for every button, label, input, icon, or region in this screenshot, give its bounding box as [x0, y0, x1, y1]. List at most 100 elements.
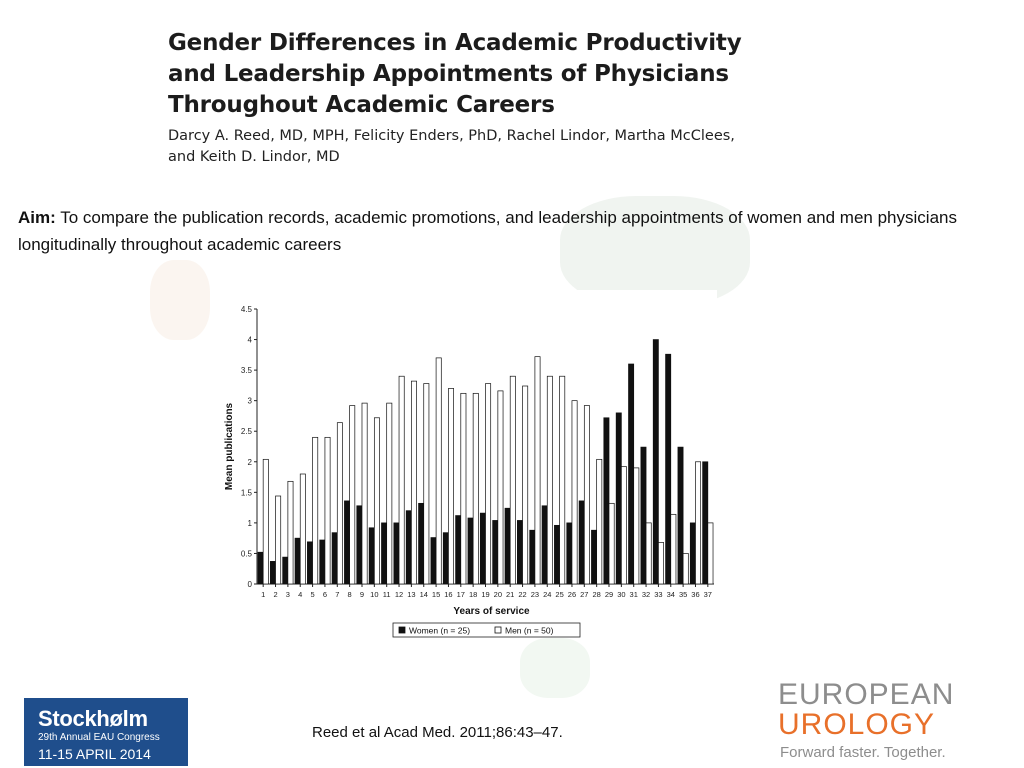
y-tick-label: 4 [248, 336, 253, 345]
bar-women [467, 517, 474, 585]
bar-women [665, 353, 672, 585]
bar-women [628, 363, 635, 585]
x-tick-label: 6 [323, 590, 327, 599]
bar-men [633, 467, 640, 585]
background-watermark [560, 196, 750, 306]
y-tick-label: 1 [248, 519, 253, 528]
bar-women [677, 446, 684, 585]
bar-women [578, 500, 585, 585]
congress-dates: 11-15 APRIL 2014 [38, 746, 151, 762]
x-tick-label: 28 [592, 590, 600, 599]
y-tick-label: 3 [248, 397, 253, 406]
bar-women [455, 515, 462, 585]
bar-men [583, 405, 590, 585]
bar-women [356, 505, 363, 585]
y-tick-label: 0 [248, 580, 253, 589]
bar-women [702, 461, 709, 585]
paper-title-line: Throughout Academic Careers [168, 92, 555, 118]
x-tick-label: 4 [298, 590, 302, 599]
x-axis-label: Years of service [453, 606, 530, 617]
bar-men [411, 380, 417, 585]
x-tick-label: 12 [395, 590, 403, 599]
x-tick-label: 27 [580, 590, 588, 599]
x-tick-label: 35 [679, 590, 687, 599]
x-tick-label: 20 [494, 590, 502, 599]
x-tick-label: 9 [360, 590, 364, 599]
bar-men [361, 402, 368, 585]
x-tick-label: 1 [261, 590, 265, 599]
bar-men [448, 388, 454, 585]
congress-city: Stockhølm [38, 706, 148, 731]
x-tick-label: 7 [335, 590, 339, 599]
x-tick-label: 21 [506, 590, 514, 599]
x-tick-label: 33 [654, 590, 662, 599]
bar-women [269, 561, 276, 585]
bar-women [652, 339, 659, 585]
x-tick-label: 17 [457, 590, 465, 599]
bar-chart: 00.511.522.533.544.51 2 3 4 5 6 7 8 9 10 11 12 13 14 1… [224, 305, 714, 638]
aim-text: To compare the publication records, acad… [18, 208, 957, 254]
x-tick-label: 15 [432, 590, 440, 599]
bar-women [566, 522, 573, 585]
bar-men [707, 522, 714, 585]
bar-women [319, 539, 326, 585]
bar-men [497, 390, 504, 585]
logo-tagline: Forward faster. Together. [780, 744, 946, 761]
bar-men [262, 458, 269, 585]
x-tick-label: 36 [691, 590, 699, 599]
european-urology-logo: EUROPEAN UROLOGY Forward faster. Togethe… [778, 678, 1008, 768]
bar-men [398, 375, 405, 585]
bar-women [368, 527, 375, 585]
x-tick-label: 19 [481, 590, 489, 599]
bar-men [509, 375, 516, 585]
bar-women [307, 541, 313, 585]
x-tick-label: 13 [407, 590, 415, 599]
legend-label-women: Women (n = 25) [409, 626, 470, 636]
x-tick-label: 34 [667, 590, 675, 599]
bar-men [423, 383, 430, 585]
y-tick-label: 1.5 [241, 488, 253, 497]
authors-line: Darcy A. Reed, MD, MPH, Felicity Enders,… [168, 128, 735, 144]
bar-women [492, 520, 499, 585]
legend-swatch-men [494, 626, 502, 634]
bar-men [695, 461, 702, 585]
bar-women [640, 446, 647, 585]
bar-men [559, 375, 566, 585]
bar-women [479, 512, 486, 585]
y-tick-label: 0.5 [241, 549, 253, 558]
citation: Reed et al Acad Med. 2011;86:43–47. [312, 724, 563, 741]
legend-label-men: Men (n = 50) [505, 626, 554, 636]
bar-women [442, 532, 449, 585]
bar-women [393, 522, 400, 585]
y-tick-label: 2 [248, 458, 253, 467]
bar-men [275, 495, 282, 585]
bar-men [522, 385, 529, 585]
paper-title: Gender Differences in Academic Productiv… [168, 28, 848, 121]
x-tick-label: 31 [630, 590, 638, 599]
congress-badge: Stockhølm 29th Annual EAU Congress 11-15… [24, 698, 188, 766]
bar-men [596, 458, 603, 585]
bar-women [405, 510, 412, 585]
bar-women [381, 522, 388, 585]
paper-title-line: and Leadership Appointments of Physician… [168, 61, 729, 87]
x-tick-label: 37 [704, 590, 712, 599]
bar-men [472, 392, 479, 585]
x-tick-label: 10 [370, 590, 378, 599]
bar-women [344, 500, 350, 585]
x-tick-label: 5 [310, 590, 314, 599]
bar-men [645, 522, 652, 585]
bar-women [689, 522, 696, 585]
bar-men [336, 422, 343, 585]
bar-women [331, 532, 338, 585]
x-tick-label: 3 [286, 590, 290, 599]
bar-men [460, 392, 467, 585]
bar-women [257, 551, 264, 585]
paper-authors: Darcy A. Reed, MD, MPH, Felicity Enders,… [168, 126, 848, 168]
bar-men [682, 553, 689, 585]
authors-line: and Keith D. Lindor, MD [168, 149, 340, 165]
logo-line-european: EUROPEAN [778, 678, 955, 711]
x-tick-label: 2 [273, 590, 277, 599]
bar-women [603, 417, 610, 585]
x-tick-label: 26 [568, 590, 576, 599]
x-tick-label: 11 [383, 590, 391, 599]
